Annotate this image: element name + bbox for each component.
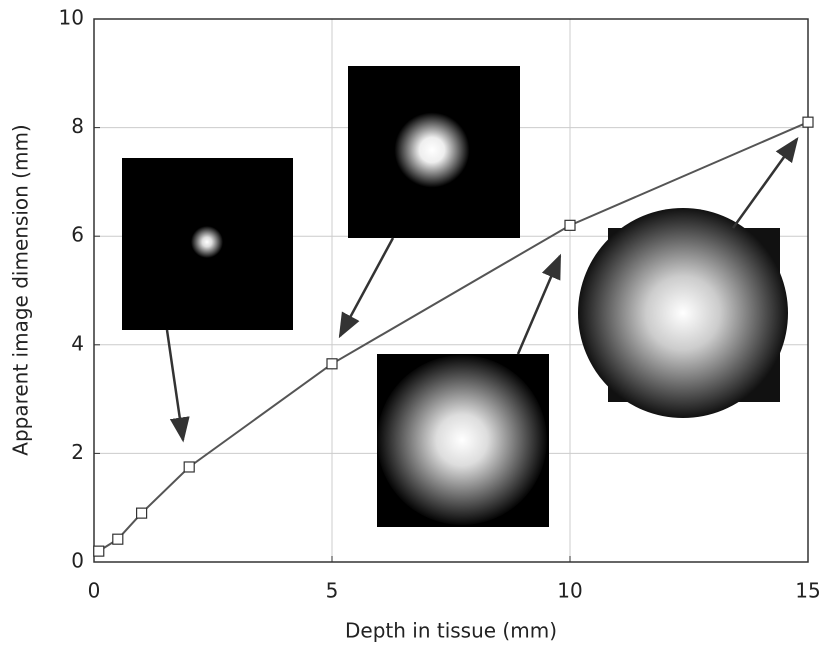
y-tick-label: 2 xyxy=(71,440,84,464)
data-point xyxy=(327,359,337,369)
y-tick-label: 10 xyxy=(59,6,84,30)
arrow xyxy=(340,238,393,336)
data-point xyxy=(803,117,813,127)
arrow xyxy=(518,256,560,354)
data-point xyxy=(137,508,147,518)
spot xyxy=(377,355,547,525)
x-tick-label: 5 xyxy=(326,579,339,603)
data-point xyxy=(113,534,123,544)
arrow xyxy=(733,139,797,228)
chart: 0 2 4 6 8 10 0 5 10 15 Depth in tissue (mm) Appar… xyxy=(0,0,821,648)
y-tick-label: 0 xyxy=(71,549,84,573)
arrow xyxy=(167,330,183,440)
data-point xyxy=(565,220,575,230)
spot xyxy=(382,100,482,200)
y-tick-label: 6 xyxy=(71,223,84,247)
y-tick-label: 4 xyxy=(71,331,84,355)
spot xyxy=(578,208,788,418)
x-tick-label: 0 xyxy=(88,579,101,603)
x-tick-label: 15 xyxy=(795,579,820,603)
spot xyxy=(167,202,247,282)
x-axis-label: Depth in tissue (mm) xyxy=(345,619,557,643)
data-point xyxy=(184,462,194,472)
x-tick-label: 10 xyxy=(557,579,582,603)
y-axis-label: Apparent image dimension (mm) xyxy=(9,124,33,455)
data-point xyxy=(94,546,104,556)
y-tick-label: 8 xyxy=(71,114,84,138)
insets xyxy=(122,66,797,527)
